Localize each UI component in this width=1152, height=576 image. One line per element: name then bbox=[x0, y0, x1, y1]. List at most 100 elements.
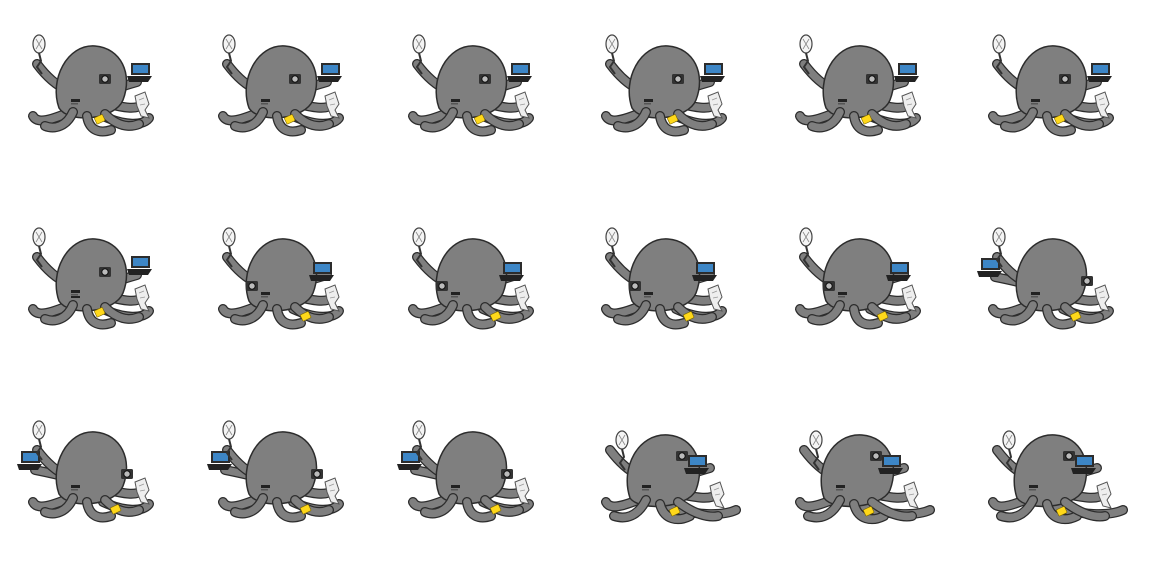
octopus bbox=[218, 227, 344, 330]
octopus bbox=[601, 227, 727, 330]
octopus bbox=[207, 420, 344, 523]
eye bbox=[71, 99, 80, 102]
hand-fan-icon bbox=[32, 420, 46, 461]
tentacle-front-right bbox=[481, 110, 523, 130]
laptop-screen bbox=[403, 453, 418, 461]
tentacle-front-left bbox=[610, 496, 650, 522]
tentacle-front-right bbox=[481, 496, 523, 516]
octopus-sprite bbox=[218, 34, 344, 137]
camera-icon bbox=[870, 451, 882, 461]
laptop-icon bbox=[207, 451, 232, 470]
tentacle-front-right bbox=[674, 303, 716, 323]
octopus-sprite bbox=[601, 430, 741, 525]
tentacle-front-middle bbox=[656, 112, 688, 136]
tentacle-front-left bbox=[1001, 301, 1037, 325]
hand-fan-icon bbox=[32, 34, 46, 75]
octopus-mantle bbox=[435, 238, 508, 312]
yellow-band bbox=[490, 311, 502, 322]
paper-sheet-icon bbox=[134, 91, 150, 119]
camera-lens bbox=[438, 282, 446, 290]
paper-sheet-icon bbox=[324, 91, 340, 119]
laptop-keyboard bbox=[317, 76, 342, 82]
tentacle-front-middle bbox=[463, 112, 495, 136]
sprite-frame-7 bbox=[25, 227, 175, 345]
paper-sheet-icon bbox=[903, 481, 919, 509]
sprite-frame-17 bbox=[792, 428, 942, 538]
eye bbox=[451, 99, 460, 102]
camera-icon bbox=[1063, 451, 1075, 461]
octopus-mantle bbox=[435, 431, 508, 505]
camera-lens bbox=[1083, 277, 1091, 285]
laptop-screen bbox=[706, 65, 721, 73]
tentacle-back-left bbox=[29, 496, 69, 511]
tentacle-front-left bbox=[614, 108, 650, 132]
laptop-screen bbox=[323, 65, 338, 73]
octopus-mantle bbox=[55, 238, 128, 312]
yellow-band bbox=[683, 311, 695, 322]
sprite-frame-1 bbox=[25, 34, 175, 152]
yellow-band bbox=[300, 311, 312, 322]
camera-lens bbox=[1065, 452, 1073, 460]
tentacle-front-middle bbox=[463, 498, 495, 522]
tentacle-front-right bbox=[868, 498, 916, 521]
tentacle-front-left bbox=[231, 108, 267, 132]
laptop-screen bbox=[983, 260, 998, 268]
laptop-keyboard bbox=[127, 76, 152, 82]
octopus-mantle bbox=[628, 45, 701, 119]
octopus-mantle bbox=[55, 431, 128, 505]
octopus bbox=[795, 227, 921, 330]
camera-icon bbox=[501, 469, 513, 479]
tentacle-front-middle bbox=[273, 112, 305, 136]
camera-lens bbox=[123, 470, 131, 478]
yellow-band bbox=[490, 504, 502, 515]
laptop-screen bbox=[315, 264, 330, 272]
tentacle-front-right bbox=[868, 303, 910, 323]
tentacle-back-left bbox=[602, 303, 642, 318]
octopus bbox=[988, 34, 1114, 137]
tentacle-front-left bbox=[231, 301, 267, 325]
tentacle-back-left bbox=[29, 303, 69, 318]
camera-lens bbox=[678, 452, 686, 460]
sprite-frame-2 bbox=[215, 34, 365, 152]
tentacle-back-left bbox=[989, 110, 1029, 125]
eye bbox=[71, 290, 80, 293]
hand-fan-icon bbox=[809, 430, 823, 471]
yellow-band bbox=[94, 114, 106, 125]
laptop-keyboard bbox=[397, 464, 422, 470]
camera-icon bbox=[629, 281, 641, 291]
tentacle-front-right bbox=[868, 110, 910, 130]
paper-sheet-icon bbox=[709, 481, 725, 509]
laptop-keyboard bbox=[878, 468, 903, 474]
sprite-frame-11 bbox=[792, 227, 942, 345]
tentacle-front-middle bbox=[273, 305, 305, 329]
octopus bbox=[408, 34, 534, 137]
laptop-icon bbox=[309, 262, 334, 281]
sprite-frame-13 bbox=[17, 420, 175, 538]
laptop-keyboard bbox=[17, 464, 42, 470]
laptop-icon bbox=[700, 63, 725, 82]
hand-fan-icon bbox=[605, 34, 619, 75]
tentacle-back-left bbox=[409, 303, 449, 318]
camera-icon bbox=[289, 74, 301, 84]
octopus bbox=[977, 227, 1114, 330]
octopus-sprite bbox=[218, 227, 344, 330]
paper-sheet-icon bbox=[134, 284, 150, 312]
laptop-icon bbox=[692, 262, 717, 281]
octopus-sprite bbox=[795, 34, 921, 137]
tentacle-back-left bbox=[409, 496, 449, 511]
octopus bbox=[218, 34, 344, 137]
laptop-screen bbox=[23, 453, 38, 461]
hand-fan-icon bbox=[992, 34, 1006, 75]
eye bbox=[451, 485, 460, 488]
octopus-mantle bbox=[1015, 45, 1088, 119]
octopus-sprite bbox=[397, 420, 534, 523]
hand-fan-icon bbox=[799, 227, 813, 268]
tentacle-front-right bbox=[101, 303, 143, 323]
hand-fan-icon bbox=[412, 227, 426, 268]
laptop-screen bbox=[1077, 457, 1092, 465]
yellow-band bbox=[284, 114, 296, 125]
camera-icon bbox=[479, 74, 491, 84]
laptop-screen bbox=[133, 65, 148, 73]
hand-fan-icon bbox=[615, 430, 629, 471]
laptop-keyboard bbox=[886, 275, 911, 281]
